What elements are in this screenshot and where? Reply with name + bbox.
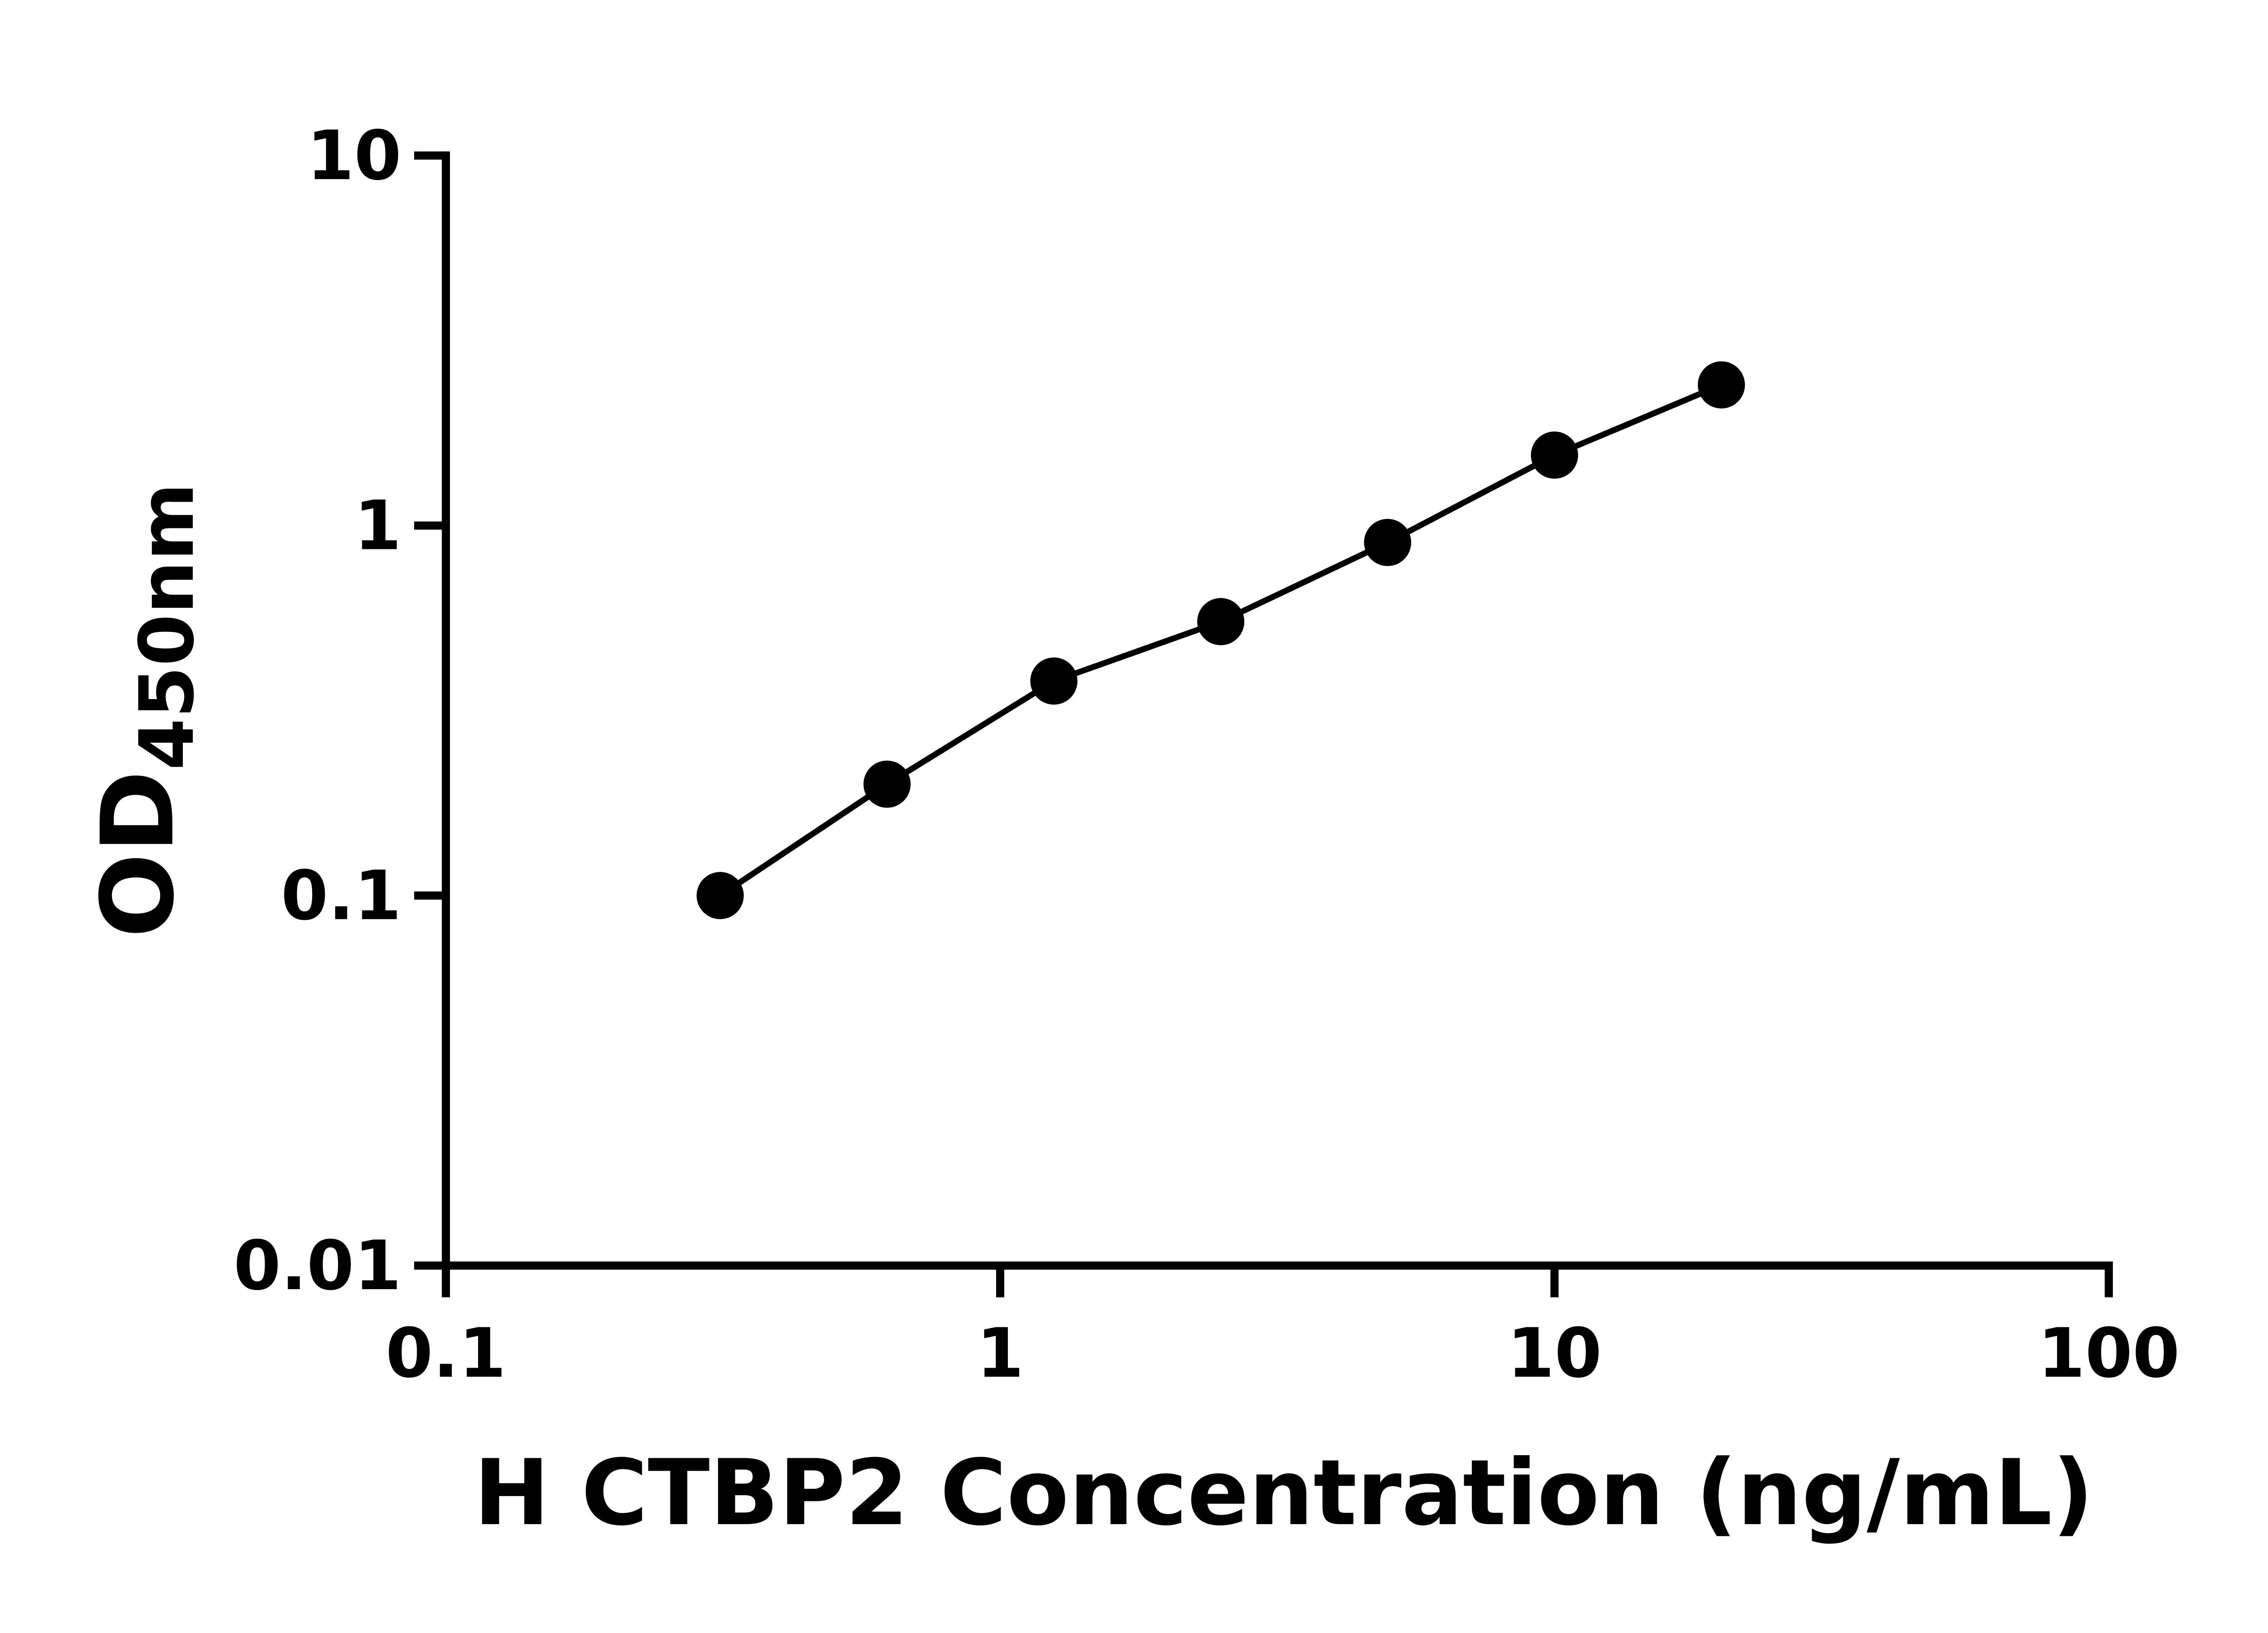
data-point (1697, 361, 1745, 409)
x-tick-label: 10 (1507, 1314, 1602, 1393)
y-tick-label: 1 (354, 487, 401, 566)
x-tick-label: 0.1 (386, 1314, 506, 1393)
x-tick-label: 100 (2038, 1314, 2180, 1393)
x-axis-title: H CTBP2 Concentration (ng/mL) (474, 1440, 2093, 1546)
y-axis-title-main: OD (80, 770, 196, 938)
y-tick-label: 0.1 (281, 856, 401, 935)
data-point (863, 760, 911, 808)
data-series (696, 361, 1745, 919)
tick-labels: 10 1 0.1 0.01 0.1 1 10 100 (234, 117, 2180, 1393)
y-tick-label: 0.01 (234, 1227, 401, 1305)
data-point (1364, 518, 1412, 566)
data-point (1030, 657, 1078, 705)
x-tick-label: 1 (977, 1314, 1024, 1393)
axis-spine (442, 151, 2113, 1270)
data-point (1531, 431, 1578, 479)
y-axis-title: OD450nm (80, 483, 210, 938)
axis-ticks (414, 151, 2113, 1297)
y-tick-label: 10 (307, 117, 401, 196)
data-point (1197, 598, 1245, 645)
y-axis-title-subscript: 450nm (123, 483, 210, 770)
axes (442, 151, 2113, 1270)
axis-titles: H CTBP2 Concentration (ng/mL) OD450nm (80, 483, 2094, 1546)
data-point (696, 872, 744, 919)
